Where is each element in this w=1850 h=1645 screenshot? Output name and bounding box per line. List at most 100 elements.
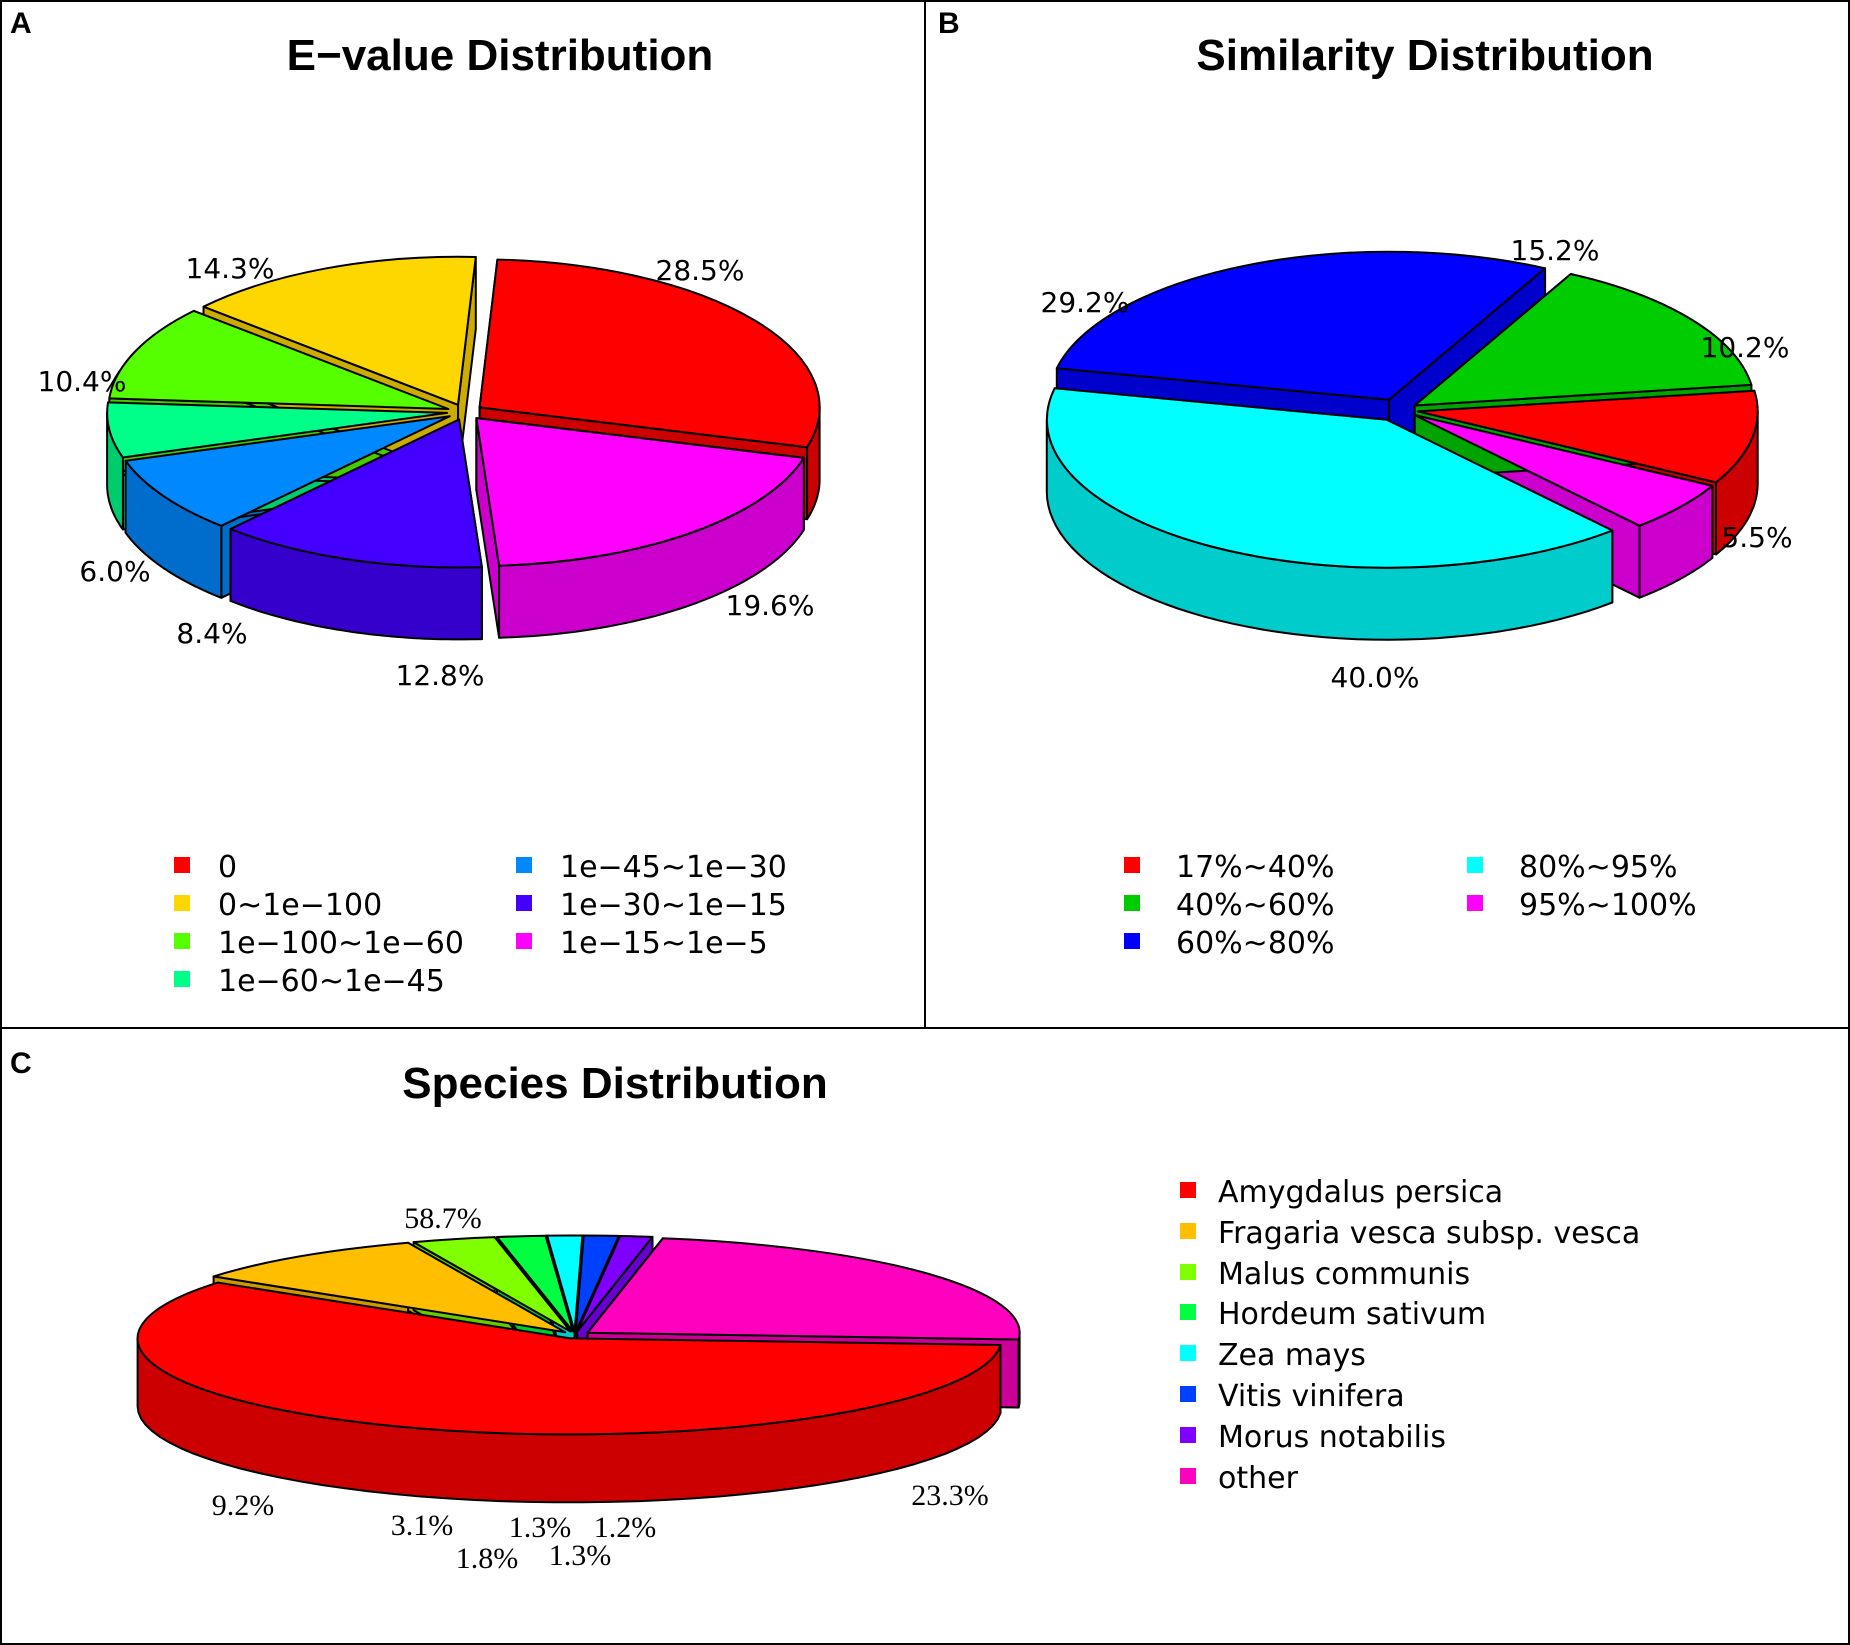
legend-swatch-1e-45-1e-30 bbox=[516, 857, 532, 873]
legend-label-zea-mays: Zea mays bbox=[1218, 1338, 1366, 1373]
pie-label-morus-notabilis: 1.2% bbox=[594, 1511, 657, 1544]
legend-swatch-1e-30-1e-15 bbox=[516, 895, 532, 911]
panel-letter-b: B bbox=[938, 7, 960, 40]
pie-label-80-95: 40.0% bbox=[1331, 661, 1420, 694]
panel-c: C Species Distribution 58.7% 9.2% 3.1%1.8%… bbox=[10, 1047, 1640, 1575]
pie-slice-0 bbox=[478, 258, 821, 449]
pie-label-hordeum-sativum: 1.8% bbox=[456, 1542, 519, 1575]
pie-label-0-1e-100: 14.3% bbox=[186, 252, 275, 285]
pie-labels-c: 58.7%9.2%3.1%1.8%1.3%1.3%1.2%23.3% bbox=[212, 1202, 989, 1575]
legend-label-40-60: 40%~60% bbox=[1176, 888, 1335, 923]
legend-swatch-malus-communis bbox=[1180, 1264, 1196, 1280]
pie-label-1e-45-1e-30: 8.4% bbox=[176, 617, 247, 650]
legend-b: 17%~40%40%~60%60%~80% 80%~95%95%~100% bbox=[1124, 850, 1697, 961]
pie-labels-a: 28.5% 19.6% 12.8% 8.4% 6.0% 10.4% 14.3% bbox=[38, 252, 815, 692]
legend-swatch-95-100 bbox=[1467, 895, 1483, 911]
legend-label-malus-communis: Malus communis bbox=[1218, 1257, 1470, 1292]
pie-chart-c bbox=[136, 1234, 1021, 1504]
legend-label-0: 0 bbox=[218, 850, 237, 885]
panel-b: B Similarity Distribution 10.2% 5.5% 40.0%… bbox=[938, 7, 1793, 961]
legend-swatch-1e-15-1e-5 bbox=[516, 933, 532, 949]
chart-title-a: E−value Distribution bbox=[287, 31, 714, 80]
pie-slice-hordeum-sativum bbox=[496, 1234, 575, 1333]
pie-label-40-60: 15.2% bbox=[1511, 234, 1600, 267]
pie-chart-b bbox=[1045, 250, 1759, 641]
panel-letter-c: C bbox=[10, 1047, 32, 1080]
pie-label-1e-30-1e-15: 12.8% bbox=[396, 659, 485, 692]
legend-c: Amygdalus persica Fragaria vesca subsp. v… bbox=[1180, 1175, 1640, 1496]
pie-labels-b: 10.2% 5.5% 40.0% 29.2% 15.2% bbox=[1041, 234, 1793, 694]
legend-swatch-40-60 bbox=[1124, 895, 1140, 911]
legend-label-1e-45-1e-30: 1e−45~1e−30 bbox=[560, 850, 787, 885]
legend-swatch-1e-60-1e-45 bbox=[174, 971, 190, 987]
legend-swatch-80-95 bbox=[1467, 857, 1483, 873]
pie-label-17-40: 10.2% bbox=[1701, 331, 1790, 364]
legend-swatch-0 bbox=[174, 857, 190, 873]
pie-chart-a bbox=[106, 255, 821, 641]
legend-label-vitis-vinifera: Vitis vinifera bbox=[1218, 1379, 1405, 1414]
legend-swatch-1e-100-1e-60 bbox=[174, 933, 190, 949]
pie-label-60-80: 29.2% bbox=[1041, 286, 1130, 319]
legend-swatch-17-40 bbox=[1124, 857, 1140, 873]
legend-label-95-100: 95%~100% bbox=[1519, 888, 1697, 923]
pie-slice-95-100 bbox=[1413, 413, 1714, 527]
pie-slice-zea-mays bbox=[546, 1234, 584, 1333]
legend-label-17-40: 17%~40% bbox=[1176, 850, 1335, 885]
pie-label-other: 23.3% bbox=[911, 1479, 989, 1512]
legend-swatch-hordeum-sativum bbox=[1180, 1304, 1196, 1320]
pie-slice-1e-60-1e-45 bbox=[106, 401, 449, 459]
legend-swatch-0-1e-100 bbox=[174, 895, 190, 911]
legend-swatch-fragaria-vesca-subsp-vesca bbox=[1180, 1223, 1196, 1239]
legend-label-1e-60-1e-45: 1e−60~1e−45 bbox=[218, 964, 445, 999]
pie-label-1e-100-1e-60: 10.4% bbox=[38, 365, 127, 398]
pie-slice-amygdalus-persica bbox=[136, 1281, 1002, 1436]
pie-label-vitis-vinifera: 1.3% bbox=[549, 1539, 612, 1572]
legend-swatch-zea-mays bbox=[1180, 1345, 1196, 1361]
legend-label-60-80: 60%~80% bbox=[1176, 926, 1335, 961]
pie-label-1e-15-1e-5: 19.6% bbox=[726, 589, 815, 622]
pie-slice-80-95 bbox=[1045, 387, 1614, 569]
pie-slice-17-40 bbox=[1416, 389, 1759, 484]
pie-slice-40-60 bbox=[1413, 273, 1753, 407]
pie-label-amygdalus-persica: 58.7% bbox=[404, 1202, 482, 1235]
pie-slice-0-1e-100 bbox=[202, 255, 477, 406]
chart-title-c: Species Distribution bbox=[402, 1059, 827, 1108]
pie-slice-fragaria-vesca-subsp-vesca bbox=[212, 1241, 567, 1334]
legend-label-0-1e-100: 0~1e−100 bbox=[218, 888, 382, 923]
panel-a: A E−value Distribution 28.5% 19.6% 12.8% 8.… bbox=[10, 7, 821, 999]
legend-label-1e-15-1e-5: 1e−15~1e−5 bbox=[560, 926, 768, 961]
pie-slice-1e-15-1e-5 bbox=[475, 417, 805, 567]
legend-swatch-60-80 bbox=[1124, 933, 1140, 949]
legend-label-hordeum-sativum: Hordeum sativum bbox=[1218, 1297, 1486, 1332]
pie-label-fragaria-vesca-subsp-vesca: 9.2% bbox=[212, 1489, 275, 1522]
legend-label-1e-30-1e-15: 1e−30~1e−15 bbox=[560, 888, 787, 923]
pie-slice-vitis-vinifera bbox=[574, 1234, 620, 1333]
legend-swatch-morus-notabilis bbox=[1180, 1427, 1196, 1443]
panel-letter-a: A bbox=[10, 7, 32, 40]
legend-label-amygdalus-persica: Amygdalus persica bbox=[1218, 1175, 1503, 1210]
pie-slice-1e-30-1e-15 bbox=[229, 418, 483, 569]
pie-slice-60-80 bbox=[1055, 250, 1547, 401]
legend-swatch-amygdalus-persica bbox=[1180, 1182, 1196, 1198]
pie-label-95-100: 5.5% bbox=[1721, 521, 1792, 554]
pie-slice-1e-45-1e-30 bbox=[124, 415, 451, 527]
legend-label-80-95: 80%~95% bbox=[1519, 850, 1678, 885]
pie-slice-1e-100-1e-60 bbox=[108, 309, 450, 410]
pie-slice-morus-notabilis bbox=[576, 1235, 654, 1333]
pie-slice-other bbox=[586, 1237, 1021, 1341]
legend-label-1e-100-1e-60: 1e−100~1e−60 bbox=[218, 926, 464, 961]
pie-slice-malus-communis bbox=[412, 1236, 572, 1333]
legend-label-fragaria-vesca-subsp-vesca: Fragaria vesca subsp. vesca bbox=[1218, 1216, 1640, 1251]
pie-label-1e-60-1e-45: 6.0% bbox=[79, 555, 150, 588]
legend-label-morus-notabilis: Morus notabilis bbox=[1218, 1420, 1446, 1455]
pie-label-zea-mays: 1.3% bbox=[509, 1511, 572, 1544]
pie-label-0: 28.5% bbox=[656, 254, 745, 287]
chart-title-b: Similarity Distribution bbox=[1196, 31, 1653, 80]
legend-swatch-vitis-vinifera bbox=[1180, 1386, 1196, 1402]
pie-label-malus-communis: 3.1% bbox=[391, 1509, 454, 1542]
pie-side-other-0 bbox=[1017, 1331, 1021, 1409]
legend-swatch-other bbox=[1180, 1468, 1196, 1484]
legend-label-other: other bbox=[1218, 1461, 1299, 1496]
